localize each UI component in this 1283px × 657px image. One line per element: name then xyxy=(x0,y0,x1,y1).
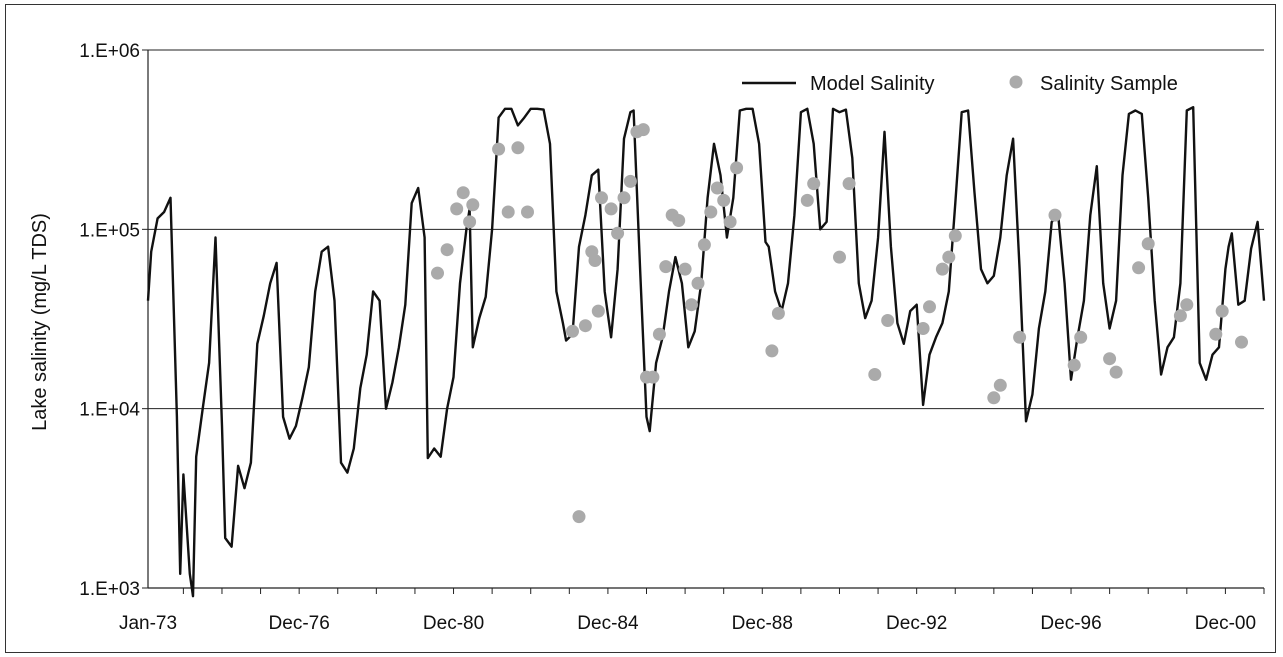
legend-label-salinity-sample: Salinity Sample xyxy=(1040,73,1178,95)
salinity-sample-point xyxy=(1067,358,1081,372)
salinity-sample-point xyxy=(431,266,444,280)
x-tick-label: Dec-88 xyxy=(732,613,793,634)
salinity-sample-point xyxy=(611,226,625,240)
x-tick-label: Jan-73 xyxy=(119,613,177,634)
salinity-sample-point xyxy=(1103,352,1117,366)
salinity-sample-point xyxy=(501,205,515,219)
salinity-sample-point xyxy=(572,510,586,524)
salinity-sample-point xyxy=(578,319,592,333)
y-tick-label: 1.E+03 xyxy=(79,579,140,600)
salinity-sample-point xyxy=(710,181,724,195)
salinity-sample-point xyxy=(1209,327,1223,341)
salinity-sample-point xyxy=(807,177,821,191)
legend: Model Salinity Salinity Sample xyxy=(742,73,1178,95)
y-tick-label: 1.E+06 xyxy=(79,41,140,62)
salinity-sample-point xyxy=(678,262,692,276)
x-tick-labels: Jan-73 Dec-76 Dec-80 Dec-84 Dec-88 Dec-92 Dec-… xyxy=(119,613,1256,634)
salinity-sample-point xyxy=(521,205,534,219)
salinity-sample-point xyxy=(591,304,605,318)
salinity-sample-point xyxy=(466,198,480,212)
y-tick-label: 1.E+04 xyxy=(79,400,140,421)
salinity-sample-point xyxy=(771,306,785,320)
salinity-sample-point xyxy=(765,344,779,358)
salinity-sample-point xyxy=(923,300,936,314)
salinity-sample-point xyxy=(723,215,737,229)
x-tick-label: Dec-76 xyxy=(269,613,330,634)
salinity-sample-point xyxy=(440,243,454,257)
salinity-sample-point xyxy=(868,368,882,381)
salinity-sample-point xyxy=(604,202,618,216)
salinity-sample-point xyxy=(659,260,673,274)
salinity-sample-point xyxy=(1109,365,1123,379)
salinity-sample-point xyxy=(942,250,956,264)
salinity-sample-point xyxy=(617,191,631,205)
legend-label-model-salinity: Model Salinity xyxy=(810,73,935,95)
salinity-sample-point xyxy=(842,177,856,191)
salinity-sample-point xyxy=(730,161,744,175)
salinity-sample-point xyxy=(1074,330,1088,344)
salinity-sample-point xyxy=(987,391,1001,405)
salinity-sample-point xyxy=(463,215,477,229)
y-axis-label: Lake salinity (mg/L TDS) xyxy=(29,213,51,431)
x-tick-label: Dec-00 xyxy=(1195,613,1256,634)
salinity-sample-point xyxy=(1141,237,1155,251)
grid-lines xyxy=(142,49,1264,589)
x-tick-label: Dec-80 xyxy=(423,613,484,634)
salinity-sample-point xyxy=(1180,298,1194,312)
salinity-sample-point xyxy=(935,262,949,276)
salinity-sample-point xyxy=(993,378,1007,392)
salinity-sample-point xyxy=(833,250,846,264)
salinity-sample-point xyxy=(704,205,718,219)
salinity-sample-point xyxy=(948,229,962,243)
salinity-sample-point xyxy=(1235,335,1248,349)
salinity-sample-point xyxy=(511,141,525,155)
salinity-sample-point xyxy=(717,193,731,207)
salinity-sample-point xyxy=(1048,208,1062,222)
salinity-sample-point xyxy=(672,214,686,227)
salinity-sample-point xyxy=(636,123,650,137)
salinity-sample-point xyxy=(595,191,608,205)
axes xyxy=(147,50,1265,594)
salinity-sample-point xyxy=(1173,309,1187,323)
salinity-sample-point xyxy=(646,370,660,384)
x-tick-label: Dec-96 xyxy=(1040,613,1101,634)
salinity-sample-point xyxy=(456,186,470,200)
salinity-sample-point xyxy=(1215,304,1229,318)
y-tick-labels: 1.E+03 1.E+04 1.E+05 1.E+06 xyxy=(79,41,140,600)
salinity-sample-point xyxy=(623,174,637,188)
x-tick-label: Dec-92 xyxy=(886,613,947,634)
salinity-sample-point xyxy=(916,322,930,335)
salinity-sample-point xyxy=(685,298,698,312)
model-salinity-series xyxy=(146,106,1266,598)
salinity-sample-point xyxy=(881,314,895,327)
salinity-sample-point xyxy=(450,202,464,216)
salinity-sample-point xyxy=(652,327,666,341)
model-salinity-line xyxy=(146,106,1266,598)
salinity-sample-point xyxy=(1013,330,1027,344)
chart-frame xyxy=(5,4,1276,653)
salinity-sample-point xyxy=(566,324,579,338)
x-tick-label: Dec-84 xyxy=(577,613,639,634)
salinity-sample-point xyxy=(588,254,602,267)
salinity-sample-point xyxy=(691,276,705,290)
salinity-sample-point xyxy=(800,193,814,207)
salinity-sample-point xyxy=(492,142,506,156)
salinity-sample-point xyxy=(697,238,711,252)
salinity-sample-series xyxy=(431,123,1248,524)
salinity-sample-point xyxy=(1132,261,1146,275)
legend-point-swatch xyxy=(1009,75,1023,89)
y-tick-label: 1.E+05 xyxy=(79,220,140,241)
